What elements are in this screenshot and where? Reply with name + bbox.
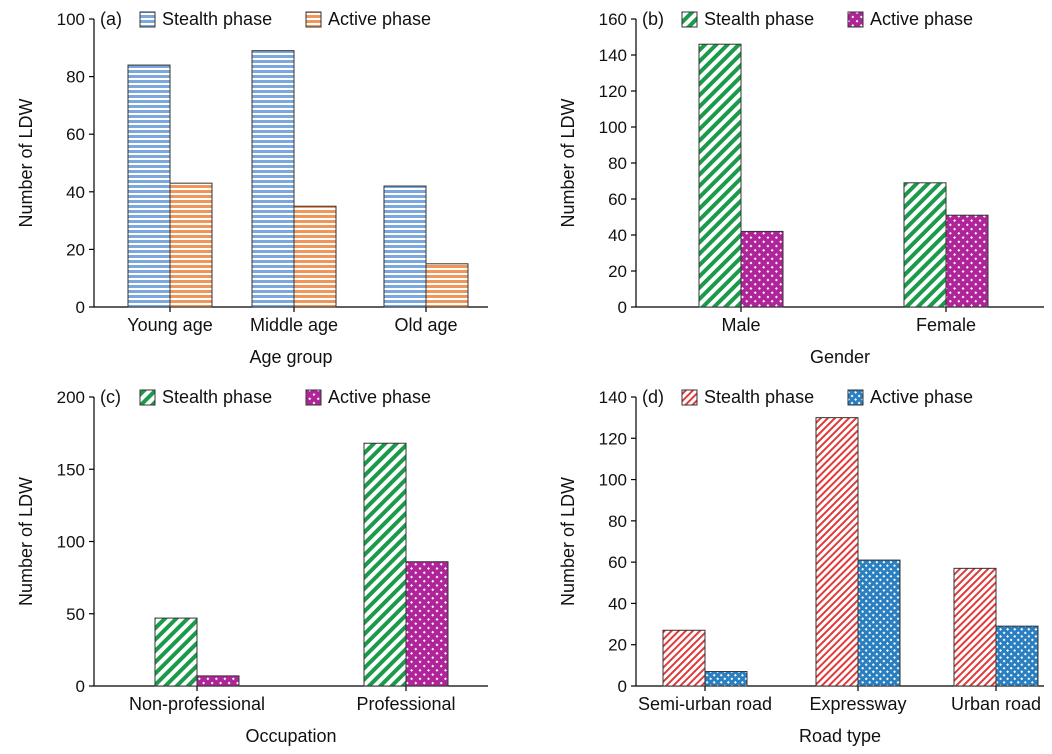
x-tick-label: Female (916, 315, 976, 335)
x-tick-label: Urban road (951, 694, 1041, 714)
y-tick-label: 80 (66, 68, 85, 87)
bar-stealth-0 (127, 64, 171, 308)
y-tick-label: 200 (57, 388, 85, 407)
bar-active-0 (169, 182, 213, 308)
y-tick-label: 140 (599, 388, 627, 407)
legend-swatch (681, 389, 698, 406)
y-tick-label: 50 (66, 605, 85, 624)
y-tick-label: 140 (599, 46, 627, 65)
panel-label: (d) (642, 387, 664, 407)
bar-stealth-0 (154, 617, 198, 687)
bar-active-1 (293, 205, 337, 308)
bar-active-0 (196, 675, 240, 687)
y-tick-label: 60 (608, 190, 627, 209)
y-tick-label: 80 (608, 512, 627, 531)
legend-entry-label: Stealth phase (704, 9, 814, 29)
panel-c: 0 50 100 150 200 Number of LDW Non-professiona… (16, 387, 488, 746)
panel-label: (a) (100, 9, 122, 29)
x-tick-label: Male (721, 315, 760, 335)
y-tick-label: 150 (57, 460, 85, 479)
legend-entry-label: Active phase (870, 9, 973, 29)
x-tick-label: Professional (356, 694, 455, 714)
y-tick-label: 0 (76, 677, 85, 696)
panel-label: (c) (100, 387, 121, 407)
legend-entry-label: Active phase (870, 387, 973, 407)
y-tick-label: 120 (599, 82, 627, 101)
x-tick-label: Non-professional (129, 694, 265, 714)
y-tick-label: 0 (618, 677, 627, 696)
y-axis-label: Number of LDW (558, 98, 578, 227)
x-axis-label: Road type (799, 726, 881, 746)
y-tick-label: 60 (66, 125, 85, 144)
y-tick-label: 40 (608, 594, 627, 613)
legend-swatch (847, 11, 864, 28)
y-tick-label: 160 (599, 10, 627, 29)
bar-stealth-2 (953, 567, 997, 687)
bar-active-0 (704, 671, 748, 687)
legend-swatch (305, 389, 322, 406)
legend-entry-label: Active phase (328, 9, 431, 29)
panel-b: 0 20 40 60 80 100 120 140 160 Number of LDW Male Fe… (558, 9, 1044, 367)
bar-stealth-0 (698, 43, 742, 308)
bar-stealth-1 (815, 417, 859, 687)
x-tick-label: Old age (394, 315, 457, 335)
y-tick-label: 100 (599, 118, 627, 137)
y-tick-label: 80 (608, 154, 627, 173)
legend-entry-label: Stealth phase (704, 387, 814, 407)
y-tick-label: 100 (57, 533, 85, 552)
bar-active-0 (740, 230, 784, 308)
bar-active-2 (425, 263, 469, 308)
x-axis-label: Gender (810, 347, 870, 367)
legend-entry-label: Stealth phase (162, 9, 272, 29)
x-axis-label: Occupation (245, 726, 336, 746)
y-tick-label: 20 (608, 636, 627, 655)
y-axis-label: Number of LDW (558, 477, 578, 606)
legend-swatch (847, 389, 864, 406)
panel-d: 0 20 40 60 80 100 120 140 Number of LDW Semi-urba… (558, 387, 1044, 746)
legend-swatch (139, 11, 156, 28)
legend-entry-label: Stealth phase (162, 387, 272, 407)
x-tick-label: Expressway (809, 694, 906, 714)
y-axis-label: Number of LDW (16, 98, 36, 227)
y-tick-label: 120 (599, 429, 627, 448)
x-tick-label: Young age (127, 315, 212, 335)
bar-active-1 (857, 559, 901, 687)
y-tick-label: 40 (608, 226, 627, 245)
bar-stealth-1 (251, 50, 295, 308)
bar-active-1 (945, 214, 989, 308)
y-tick-label: 0 (618, 298, 627, 317)
x-axis-label: Age group (249, 347, 332, 367)
legend-swatch (681, 11, 698, 28)
legend-entry-label: Active phase (328, 387, 431, 407)
bar-stealth-2 (383, 185, 427, 308)
legend-swatch (139, 389, 156, 406)
bar-stealth-0 (662, 629, 706, 687)
bar-active-1 (405, 561, 449, 687)
y-axis-label: Number of LDW (16, 477, 36, 606)
y-tick-label: 20 (608, 262, 627, 281)
x-tick-label: Middle age (250, 315, 338, 335)
x-tick-label: Semi-urban road (638, 694, 772, 714)
bar-stealth-1 (363, 442, 407, 687)
y-tick-label: 100 (57, 10, 85, 29)
panel-label: (b) (642, 9, 664, 29)
y-tick-label: 0 (76, 298, 85, 317)
y-tick-label: 40 (66, 183, 85, 202)
bar-active-2 (995, 625, 1039, 687)
y-tick-label: 20 (66, 240, 85, 259)
y-tick-label: 100 (599, 471, 627, 490)
legend-swatch (305, 11, 322, 28)
y-tick-label: 60 (608, 553, 627, 572)
bar-stealth-1 (903, 182, 947, 308)
panel-a: 0 20 40 60 80 100 Number of LDW Young age Middle… (16, 9, 488, 367)
